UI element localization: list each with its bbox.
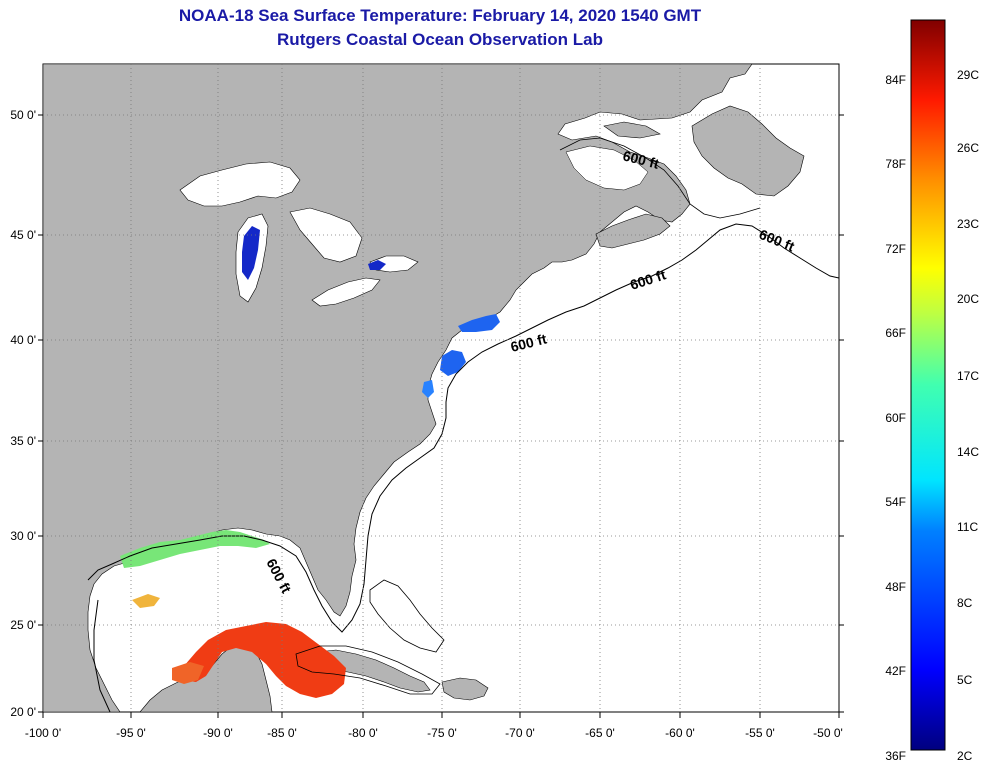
lat-label: 45 0' — [10, 228, 36, 242]
lon-label: -75 0' — [427, 726, 457, 740]
colorbar-f-label: 54F — [885, 495, 906, 509]
sst-caribbean-red — [182, 622, 346, 698]
colorbar-f-labels: 84F 78F 72F 66F 60F 54F 48F 42F 36F — [885, 73, 906, 763]
lon-ticks — [42, 712, 840, 718]
lat-label: 30 0' — [10, 529, 36, 543]
colorbar-f-label: 66F — [885, 326, 906, 340]
colorbar-c-label: 11C — [957, 520, 978, 534]
lon-label: -80 0' — [348, 726, 378, 740]
lon-label: -85 0' — [267, 726, 297, 740]
sst-new-jersey — [440, 350, 466, 376]
isobath-600ft-cuba — [295, 645, 441, 695]
lon-label: -65 0' — [585, 726, 615, 740]
colorbar-f-label: 48F — [885, 580, 906, 594]
lat-labels: 50 0' 45 0' 40 0' 35 0' 30 0' 25 0' 20 0… — [10, 108, 36, 719]
land-anticosti — [603, 121, 661, 139]
isobath-600ft — [87, 223, 839, 633]
lon-label: -55 0' — [745, 726, 775, 740]
lon-label: -60 0' — [665, 726, 695, 740]
isobath-600ft-bahamas — [369, 579, 445, 653]
lake-huron — [289, 207, 363, 263]
lake-superior — [179, 161, 301, 207]
lon-label: -90 0' — [203, 726, 233, 740]
sst-chesapeake — [422, 380, 434, 398]
colorbar-f-label: 42F — [885, 664, 906, 678]
colorbar-f-label: 78F — [885, 157, 906, 171]
sst-gulf-north-green — [120, 530, 270, 568]
colorbar-c-label: 2C — [957, 749, 973, 763]
lat-label: 20 0' — [10, 705, 36, 719]
isobath-600ft-northeast — [559, 137, 761, 219]
lon-labels: -100 0' -95 0' -90 0' -85 0' -80 0' -75 … — [25, 726, 843, 740]
colorbar-f-label: 36F — [885, 749, 906, 763]
isobath-600ft-gulf — [93, 599, 111, 712]
lon-label: -100 0' — [25, 726, 61, 740]
colorbar-c-label: 14C — [957, 445, 979, 459]
colorbar-c-labels: 29C 26C 23C 20C 17C 14C 11C 8C 5C 2C — [957, 68, 979, 763]
land-newfoundland — [691, 105, 805, 197]
land-nova-scotia — [595, 213, 671, 249]
lon-label: -50 0' — [813, 726, 843, 740]
lat-label: 35 0' — [10, 434, 36, 448]
gulf-st-lawrence — [565, 145, 649, 191]
lon-label: -95 0' — [116, 726, 146, 740]
chart-title: NOAA-18 Sea Surface Temperature: Februar… — [178, 6, 702, 25]
colorbar-c-label: 20C — [957, 292, 979, 306]
colorbar-c-label: 26C — [957, 141, 979, 155]
sst-gulf-mid-orange — [132, 594, 160, 608]
colorbar-c-label: 8C — [957, 596, 973, 610]
colorbar-c-label: 29C — [957, 68, 979, 82]
colorbar — [910, 19, 946, 751]
sst-caribbean-orange — [172, 662, 204, 684]
lon-label: -70 0' — [505, 726, 535, 740]
colorbar-c-label: 5C — [957, 673, 973, 687]
lat-label: 40 0' — [10, 333, 36, 347]
sst-lake-michigan — [242, 226, 260, 280]
sst-long-island — [458, 314, 500, 332]
land-hispaniola — [441, 677, 489, 701]
colorbar-f-label: 60F — [885, 411, 906, 425]
lat-label: 25 0' — [10, 618, 36, 632]
lat-label: 50 0' — [10, 108, 36, 122]
lat-ticks — [38, 114, 844, 713]
colorbar-c-label: 17C — [957, 369, 979, 383]
colorbar-f-label: 72F — [885, 242, 906, 256]
sst-lake-erie — [368, 260, 386, 270]
colorbar-f-label: 84F — [885, 73, 906, 87]
graticule — [43, 64, 839, 712]
chart-subtitle: Rutgers Coastal Ocean Observation Lab — [277, 30, 603, 49]
colorbar-c-label: 23C — [957, 217, 979, 231]
